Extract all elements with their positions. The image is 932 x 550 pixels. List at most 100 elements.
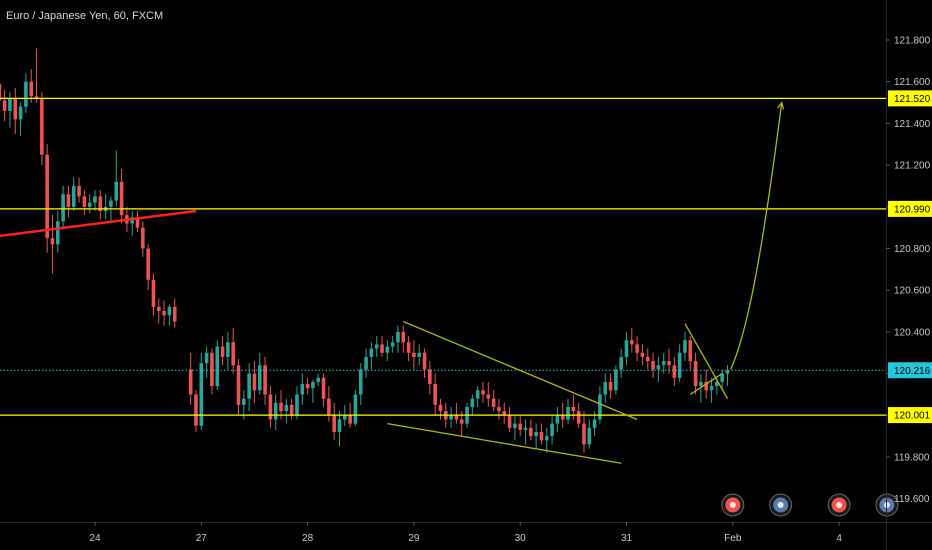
candle-up: [550, 415, 554, 445]
candle-body: [34, 96, 39, 99]
price-tick-label: 119.800: [894, 453, 930, 464]
candle-up: [247, 363, 251, 412]
candle-body: [513, 423, 517, 428]
candle-up: [661, 352, 666, 374]
candle-body: [151, 279, 156, 307]
event-icon-dot: [777, 502, 784, 508]
candle-up: [587, 419, 592, 449]
candle-body: [619, 356, 623, 370]
candle-down: [29, 69, 34, 103]
candle-body: [369, 348, 374, 357]
candle-down: [151, 273, 156, 316]
candle-body: [608, 381, 613, 391]
candle-down: [401, 325, 406, 353]
candle-body: [284, 404, 289, 412]
price-tag-label: 120.001: [894, 411, 931, 422]
candle-body: [327, 398, 331, 416]
candle-up: [87, 194, 92, 214]
price-tick-label: 119.600: [894, 494, 930, 505]
candle-body: [656, 365, 661, 370]
trendline: [689, 373, 723, 395]
candle-down: [66, 185, 71, 218]
candle-down: [672, 356, 677, 387]
candle-down: [428, 361, 432, 395]
candle-up: [167, 304, 172, 326]
candle-body: [380, 344, 384, 353]
candle-body: [236, 365, 241, 405]
price-tags: 121.520 120.990 120.001 120.216: [888, 90, 932, 424]
candle-body: [226, 342, 230, 357]
candle-body: [358, 369, 363, 395]
candle-up: [300, 373, 305, 405]
candle-down: [640, 344, 645, 366]
candle-down: [406, 336, 411, 362]
candle-up: [390, 336, 395, 353]
time-axis[interactable]: 24 27 28 29 30 31 Feb 4: [89, 522, 842, 544]
candle-body: [603, 381, 608, 395]
candle-body: [98, 196, 103, 211]
candle-up: [566, 398, 570, 424]
candle-up: [295, 386, 299, 420]
candle-down: [77, 177, 81, 203]
candle-body: [630, 340, 634, 345]
candle-body: [337, 419, 342, 432]
candle-body: [667, 361, 671, 366]
candle-body: [109, 200, 113, 207]
candle-down: [688, 336, 693, 370]
candle-up: [114, 150, 119, 207]
candle-body: [348, 415, 352, 424]
candle-up: [619, 348, 623, 378]
candle-up: [544, 427, 549, 453]
globe-icon: [769, 493, 793, 517]
candle-body: [289, 404, 294, 416]
candle-body: [534, 431, 538, 437]
time-tick-label: Feb: [724, 533, 742, 544]
candle-down: [332, 402, 336, 441]
candle-down: [486, 381, 491, 407]
candle-up: [624, 331, 629, 366]
candle-body: [188, 369, 193, 395]
candle-up: [24, 73, 28, 113]
candle-body: [475, 390, 480, 399]
price-tick-label: 121.600: [894, 77, 931, 88]
candle-up: [71, 177, 76, 211]
candle-body: [119, 181, 124, 216]
candle-body: [481, 390, 485, 395]
candle-down: [518, 415, 522, 437]
candle-down: [539, 423, 544, 445]
candle-down: [630, 327, 634, 353]
time-tick-label: 29: [408, 533, 420, 544]
candle-down: [135, 210, 140, 232]
candle-body: [247, 373, 251, 399]
candle-body: [688, 340, 693, 362]
candle-body: [156, 306, 161, 312]
candle-body: [130, 217, 135, 224]
candle-body: [210, 352, 214, 387]
candle-down: [502, 402, 507, 424]
candle-down: [162, 300, 166, 326]
candle-down: [252, 361, 257, 403]
candle-up: [374, 336, 379, 357]
candle-body: [13, 98, 18, 120]
arrowhead: [776, 101, 785, 110]
candle-up: [656, 356, 661, 382]
candle-down: [645, 348, 650, 370]
eu-flag-icon: [827, 493, 851, 517]
candle-up: [93, 190, 97, 211]
candle-down: [0, 83, 2, 101]
candle-up: [316, 373, 321, 387]
candle-body: [0, 83, 2, 101]
candle-up: [555, 406, 560, 432]
price-tag-label: 120.990: [894, 204, 931, 215]
candle-body: [454, 415, 459, 420]
candle-body: [385, 346, 390, 353]
candle-body: [709, 386, 714, 391]
candle-up: [369, 342, 374, 370]
candle-body: [624, 340, 629, 357]
candle-body: [18, 106, 23, 120]
time-tick-label: 4: [836, 533, 842, 544]
candle-up: [417, 344, 422, 366]
candle-down: [119, 169, 124, 224]
